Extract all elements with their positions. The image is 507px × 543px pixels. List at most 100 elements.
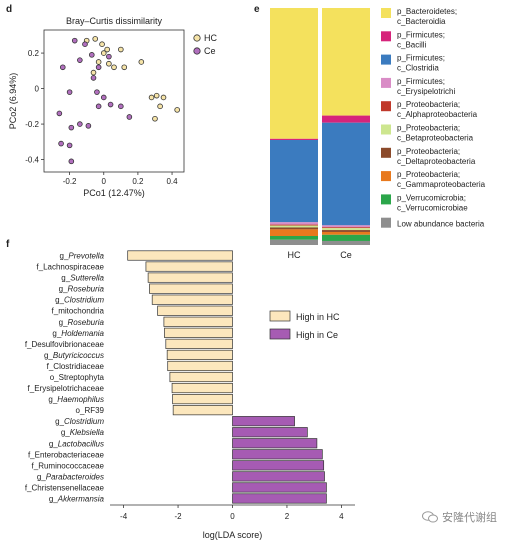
- lda-x-tick-label: 2: [285, 512, 290, 521]
- pcoa-point-ce: [118, 103, 124, 110]
- lda-bar-hc: [163, 316, 233, 327]
- pcoa-point-ce: [77, 121, 83, 127]
- lda-bar-hc: [172, 405, 233, 416]
- composition-legend-label: p_Proteobacteria;: [397, 170, 460, 179]
- lda-taxon-label: o_RF39: [76, 406, 105, 415]
- lda-bar-hc: [169, 371, 233, 383]
- lda-taxon-label: f_mitochondria: [52, 307, 105, 316]
- pcoa-x-tick-label: 0.4: [166, 177, 178, 186]
- lda-bar-ce: [232, 416, 295, 427]
- lda-taxon-label: f_Enterobacteriaceae: [28, 450, 105, 459]
- pcoa-x-tick-label: 0.2: [132, 177, 144, 186]
- composition-legend-label: p_Bacteroidetes;: [397, 7, 457, 16]
- pcoa-point-ce: [77, 57, 83, 63]
- composition-legend-label: c_Erysipelotrichi: [397, 87, 455, 96]
- lda-taxon-label: o_Streptophyta: [50, 373, 105, 382]
- composition-segment-ce: [322, 234, 370, 241]
- lda-bar-hc: [164, 327, 233, 338]
- composition-legend-label: p_Proteobacteria;: [397, 100, 460, 109]
- composition-segment-ce: [322, 225, 370, 228]
- pcoa-point-hc: [160, 94, 167, 101]
- pcoa-point-ce: [106, 53, 112, 60]
- composition-legend-swatch: [381, 54, 391, 65]
- pcoa-point-hc: [104, 46, 110, 53]
- composition-segment-hc: [270, 8, 318, 139]
- lda-taxon-label: g_Klebsiella: [61, 428, 105, 437]
- composition-legend-label: c_Bacilli: [397, 40, 427, 49]
- composition-legend-label: p_Firmicutes;: [397, 77, 445, 86]
- composition-legend-label: p_Firmicutes;: [397, 30, 445, 39]
- pcoa-legend-marker-ce: [193, 47, 201, 55]
- pcoa-point-hc: [118, 46, 124, 53]
- composition-segment-hc: [270, 239, 318, 245]
- pcoa-legend-label-ce: Ce: [204, 46, 216, 56]
- lda-bar-hc: [167, 360, 233, 372]
- pcoa-x-tick-label: -0.2: [63, 177, 77, 186]
- pcoa-point-hc: [92, 36, 99, 42]
- pcoa-point-ce: [56, 110, 63, 117]
- pcoa-point-ce: [100, 94, 107, 101]
- pcoa-y-tick-label: -0.2: [25, 120, 39, 129]
- composition-segment-ce: [322, 115, 370, 123]
- lda-bar-ce: [232, 460, 325, 471]
- pcoa-point-ce: [95, 64, 102, 71]
- lda-bar-ce: [232, 471, 325, 482]
- lda-x-tick-label: 0: [230, 512, 235, 521]
- composition-legend-swatch: [381, 147, 391, 158]
- composition-legend-label: p_Verrucomicrobia;: [397, 193, 466, 202]
- composition-legend-label: c_Clostridia: [397, 64, 439, 73]
- lda-taxon-label: f_Christensenellaceae: [25, 483, 105, 492]
- composition-legend-label: p_Proteobacteria;: [397, 124, 460, 133]
- pcoa-point-ce: [82, 41, 88, 47]
- lda-taxon-label: g_Parabacteroides: [37, 472, 104, 481]
- composition-segment-ce: [322, 227, 370, 229]
- panel-letter-d: d: [6, 4, 13, 15]
- pcoa-point-ce: [71, 37, 78, 44]
- lda-x-axis-label: log(LDA score): [203, 530, 263, 540]
- pcoa-x-axis-label: PCo1 (12.47%): [83, 188, 145, 198]
- pcoa-plot-frame: [43, 29, 185, 173]
- lda-taxon-label: f_Clostridiaceae: [47, 362, 105, 371]
- pcoa-legend-marker-hc: [193, 34, 201, 42]
- pcoa-title: Bray–Curtis dissimilarity: [66, 16, 163, 26]
- lda-legend-label-hc: High in HC: [296, 312, 340, 322]
- lda-x-tick-label: -4: [120, 512, 128, 521]
- lda-taxon-label: g_Sutterella: [61, 274, 104, 283]
- lda-taxon-label: f_Lachnospiraceae: [36, 263, 104, 272]
- pcoa-y-tick-label: 0.2: [28, 49, 40, 58]
- lda-bar-ce: [232, 427, 308, 438]
- composition-legend-label: Low abundance bacteria: [397, 220, 485, 229]
- pcoa-y-axis-label: PCo2 (6.94%): [8, 73, 18, 130]
- pcoa-point-hc: [138, 59, 145, 65]
- lda-bar-hc: [166, 349, 233, 360]
- composition-segment-ce: [322, 230, 370, 232]
- composition-segment-ce: [322, 122, 370, 226]
- watermark: 安隆代谢组: [422, 509, 497, 525]
- pcoa-y-tick-label: -0.4: [25, 156, 39, 165]
- lda-x-tick-label: 4: [339, 512, 344, 521]
- lda-bar-hc: [145, 261, 233, 272]
- composition-legend-label: c_Bacteroidia: [397, 17, 446, 26]
- composition-legend-swatch: [381, 124, 391, 135]
- pcoa-point-ce: [68, 158, 75, 165]
- lda-x-tick-label: -2: [174, 512, 182, 521]
- composition-category-label-hc: HC: [288, 250, 301, 260]
- composition-legend-label: c_Alphaproteobacteria: [397, 110, 478, 119]
- pcoa-point-ce: [89, 52, 95, 58]
- composition-legend-label: c_Gammaproteobacteria: [397, 180, 486, 189]
- lda-taxon-label: g_Holdemania: [52, 329, 104, 338]
- lda-bar-hc: [147, 272, 233, 283]
- wechat-logo-icon: [422, 511, 438, 523]
- pcoa-point-hc: [121, 64, 128, 71]
- composition-segment-hc: [270, 235, 318, 240]
- lda-bar-hc: [171, 382, 233, 394]
- pcoa-point-ce: [126, 114, 133, 120]
- composition-segment-ce: [322, 228, 370, 231]
- composition-legend-swatch: [381, 194, 391, 205]
- lda-taxon-label: f_Desulfovibrionaceae: [25, 340, 105, 349]
- composition-segment-hc: [270, 138, 318, 141]
- composition-segment-hc: [270, 224, 318, 226]
- lda-taxon-label: g_Akkermansia: [49, 494, 105, 503]
- composition-legend-swatch: [381, 31, 391, 42]
